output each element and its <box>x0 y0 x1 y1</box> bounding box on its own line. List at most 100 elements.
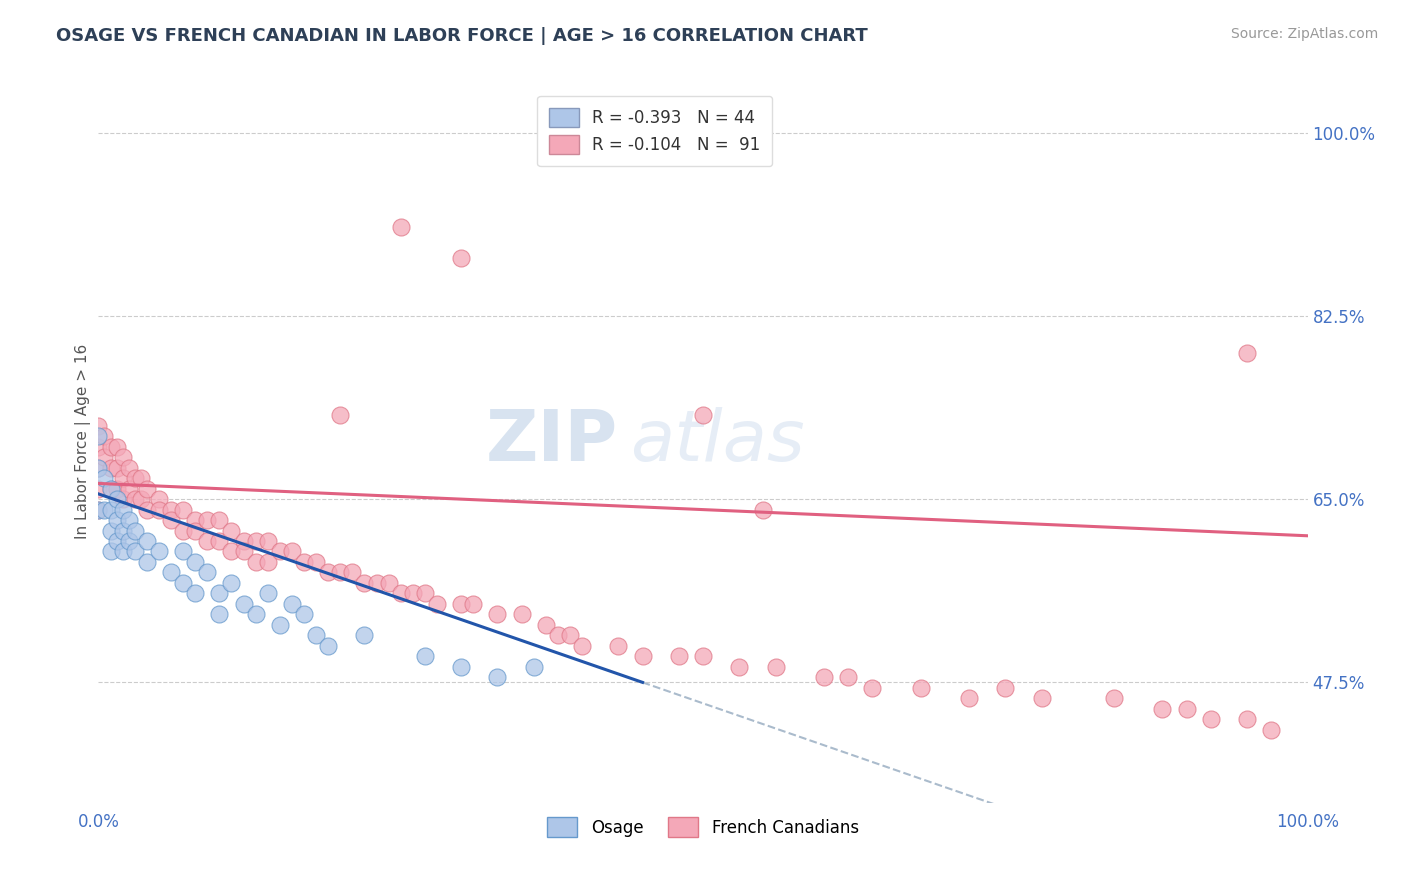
Point <box>316 639 339 653</box>
Point <box>93 450 115 465</box>
Point <box>100 482 122 496</box>
Point <box>87 502 110 516</box>
Point <box>281 544 304 558</box>
Point <box>118 482 141 496</box>
Point <box>118 513 141 527</box>
Point <box>118 534 141 549</box>
Point <box>1102 691 1125 706</box>
Point <box>269 617 291 632</box>
Point <box>105 513 128 527</box>
Point <box>305 555 328 569</box>
Point <box>195 566 218 580</box>
Point <box>450 659 472 673</box>
Point <box>221 524 243 538</box>
Point <box>93 429 115 443</box>
Point <box>111 450 134 465</box>
Point <box>486 670 509 684</box>
Point <box>208 586 231 600</box>
Point <box>160 566 183 580</box>
Point <box>105 492 128 507</box>
Point <box>232 597 254 611</box>
Point <box>292 555 315 569</box>
Point <box>245 607 267 622</box>
Point <box>316 566 339 580</box>
Point <box>256 586 278 600</box>
Point <box>1236 345 1258 359</box>
Point <box>184 513 207 527</box>
Point <box>208 534 231 549</box>
Point <box>172 575 194 590</box>
Point <box>184 555 207 569</box>
Point <box>195 513 218 527</box>
Point <box>221 575 243 590</box>
Point <box>1031 691 1053 706</box>
Point <box>124 471 146 485</box>
Point <box>281 597 304 611</box>
Point <box>111 502 134 516</box>
Point <box>860 681 883 695</box>
Point <box>208 513 231 527</box>
Point <box>402 586 425 600</box>
Point <box>692 649 714 664</box>
Point <box>910 681 932 695</box>
Point <box>463 597 485 611</box>
Point <box>426 597 449 611</box>
Point <box>100 460 122 475</box>
Point <box>148 502 170 516</box>
Point <box>377 575 399 590</box>
Point <box>135 502 157 516</box>
Point <box>413 649 436 664</box>
Point <box>100 440 122 454</box>
Text: atlas: atlas <box>630 407 806 476</box>
Point <box>111 471 134 485</box>
Point <box>87 502 110 516</box>
Point <box>124 492 146 507</box>
Point <box>87 429 110 443</box>
Point <box>353 628 375 642</box>
Point <box>129 471 152 485</box>
Point <box>547 628 569 642</box>
Point <box>160 513 183 527</box>
Point <box>389 586 412 600</box>
Point <box>100 524 122 538</box>
Point <box>105 460 128 475</box>
Point <box>994 681 1017 695</box>
Text: ZIP: ZIP <box>486 407 619 476</box>
Point <box>292 607 315 622</box>
Text: Source: ZipAtlas.com: Source: ZipAtlas.com <box>1230 27 1378 41</box>
Point <box>172 524 194 538</box>
Point <box>813 670 835 684</box>
Point <box>111 544 134 558</box>
Point <box>129 492 152 507</box>
Point <box>208 607 231 622</box>
Point <box>245 534 267 549</box>
Point <box>160 502 183 516</box>
Point <box>1175 701 1198 715</box>
Point <box>366 575 388 590</box>
Point <box>765 659 787 673</box>
Point <box>87 460 110 475</box>
Text: OSAGE VS FRENCH CANADIAN IN LABOR FORCE | AGE > 16 CORRELATION CHART: OSAGE VS FRENCH CANADIAN IN LABOR FORCE … <box>56 27 868 45</box>
Point <box>256 555 278 569</box>
Point <box>523 659 546 673</box>
Point <box>752 502 775 516</box>
Point <box>172 544 194 558</box>
Point <box>93 502 115 516</box>
Point <box>118 460 141 475</box>
Point <box>135 534 157 549</box>
Point <box>389 219 412 234</box>
Y-axis label: In Labor Force | Age > 16: In Labor Force | Age > 16 <box>76 344 91 539</box>
Point <box>111 492 134 507</box>
Point <box>329 566 352 580</box>
Point <box>256 534 278 549</box>
Point <box>100 482 122 496</box>
Point <box>87 440 110 454</box>
Point <box>148 492 170 507</box>
Point <box>87 418 110 433</box>
Point <box>957 691 980 706</box>
Point <box>571 639 593 653</box>
Point <box>105 440 128 454</box>
Point <box>728 659 751 673</box>
Point <box>1236 712 1258 726</box>
Point <box>124 544 146 558</box>
